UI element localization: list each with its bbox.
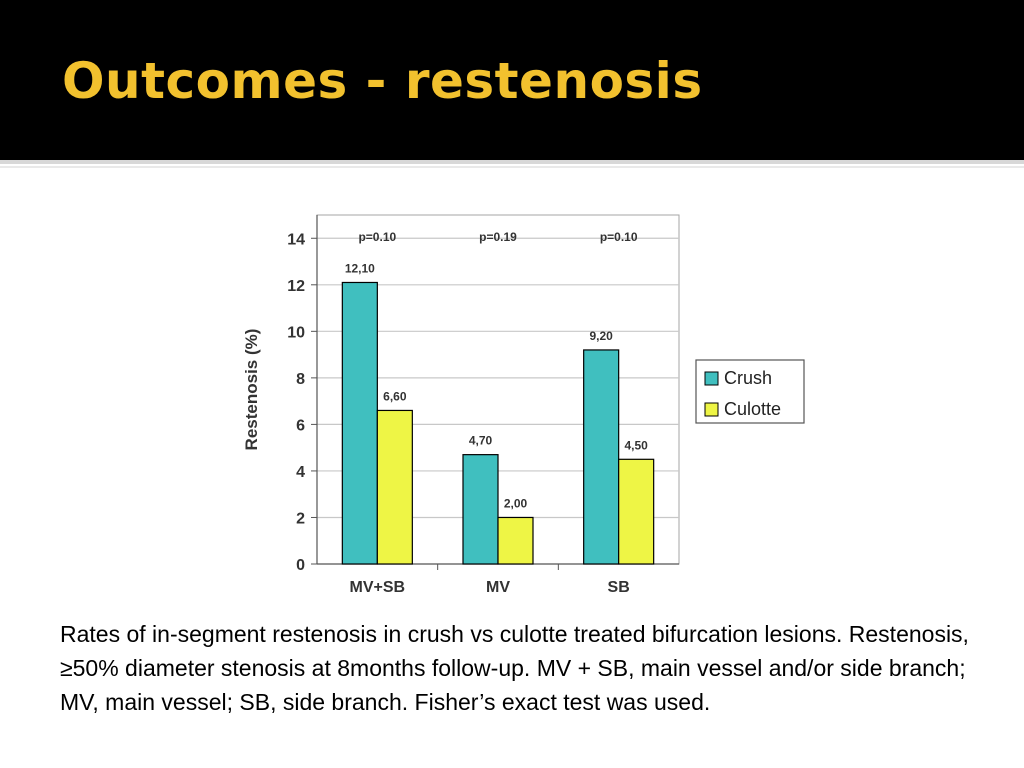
y-tick-label: 2 — [296, 510, 305, 527]
data-label: 9,20 — [589, 329, 613, 343]
y-tick-label: 4 — [296, 464, 305, 481]
bar-crush — [462, 454, 499, 565]
data-label: 12,10 — [345, 261, 375, 275]
legend-swatch-crush — [704, 371, 719, 386]
y-tick-label: 14 — [287, 231, 305, 248]
y-axis-label: Restenosis (%) — [242, 329, 261, 451]
p-value-annotation: p=0.19 — [479, 230, 517, 244]
bar-culotte — [376, 409, 413, 565]
y-tick-label: 6 — [296, 417, 305, 434]
restenosis-bar-chart: 0 2 4 6 8 10 12 14 Restenosis (%) 12,10 6,60 MV+SB p… — [242, 214, 805, 596]
title-bar: Outcomes - restenosis — [0, 0, 1024, 160]
data-label: 6,60 — [383, 389, 407, 403]
data-label: 4,70 — [469, 434, 493, 448]
legend-label-crush: Crush — [724, 368, 772, 388]
header-divider-secondary — [0, 166, 1024, 168]
data-label: 2,00 — [504, 496, 528, 510]
figure-caption: Rates of in-segment restenosis in crush … — [60, 621, 969, 715]
y-tick-label: 0 — [296, 557, 305, 574]
y-tick-label: 12 — [287, 278, 305, 295]
x-tick-label: SB — [608, 579, 630, 596]
y-tick-label: 8 — [296, 371, 305, 388]
bar-crush — [583, 349, 620, 565]
bar-crush — [341, 281, 378, 565]
y-tick-label: 10 — [287, 324, 305, 341]
x-tick-label: MV — [486, 579, 510, 596]
legend-swatch-culotte — [704, 402, 719, 417]
slide-title: Outcomes - restenosis — [62, 52, 703, 110]
p-value-annotation: p=0.10 — [600, 230, 638, 244]
header-divider — [0, 160, 1024, 164]
data-label: 4,50 — [624, 438, 648, 452]
x-tick-label: MV+SB — [350, 579, 406, 596]
bar-culotte — [618, 458, 655, 565]
p-value-annotation: p=0.10 — [358, 230, 396, 244]
bar-culotte — [497, 516, 534, 565]
legend-label-culotte: Culotte — [724, 399, 781, 419]
